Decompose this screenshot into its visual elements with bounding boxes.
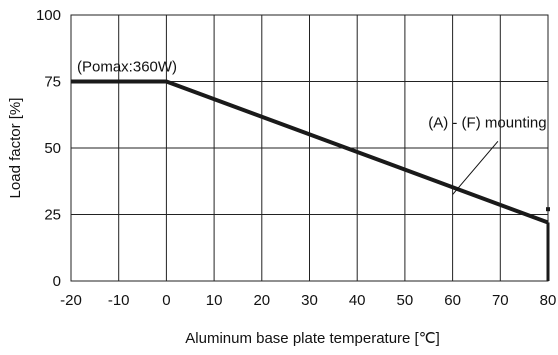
x-tick-label: 0 — [162, 292, 170, 309]
plot-frame — [70, 14, 549, 282]
x-tick-label: 70 — [492, 292, 509, 309]
y-axis-title: Load factor [%] — [7, 98, 24, 199]
x-tick-label: 30 — [301, 292, 318, 309]
pomax-annotation: (Pomax:360W) — [77, 59, 177, 76]
y-tick-label: 25 — [44, 207, 61, 224]
y-tick-label: 100 — [36, 7, 61, 24]
x-tick-labels: -20 -10 0 10 20 30 40 50 60 70 80 — [60, 292, 556, 309]
y-tick-labels: 0 25 50 75 100 — [36, 7, 61, 290]
mounting-annotation: (A) - (F) mounting — [428, 114, 546, 131]
y-tick-label: 75 — [44, 74, 61, 91]
x-tick-label: 20 — [253, 292, 270, 309]
right-end-marker — [546, 207, 550, 212]
y-tick-label: 0 — [53, 273, 61, 290]
x-tick-label: 40 — [349, 292, 366, 309]
series-layer — [70, 79, 550, 281]
mounting-leader-line — [452, 141, 499, 195]
x-tick-label: -10 — [108, 292, 130, 309]
y-tick-label: 50 — [44, 140, 61, 157]
x-tick-label: 60 — [444, 292, 461, 309]
x-tick-label: 10 — [206, 292, 223, 309]
x-tick-label: 80 — [540, 292, 557, 309]
x-axis-title: Aluminum base plate temperature [℃] — [185, 330, 439, 347]
x-tick-label: 50 — [397, 292, 414, 309]
grid-lines — [70, 14, 549, 282]
x-tick-label: -20 — [60, 292, 82, 309]
